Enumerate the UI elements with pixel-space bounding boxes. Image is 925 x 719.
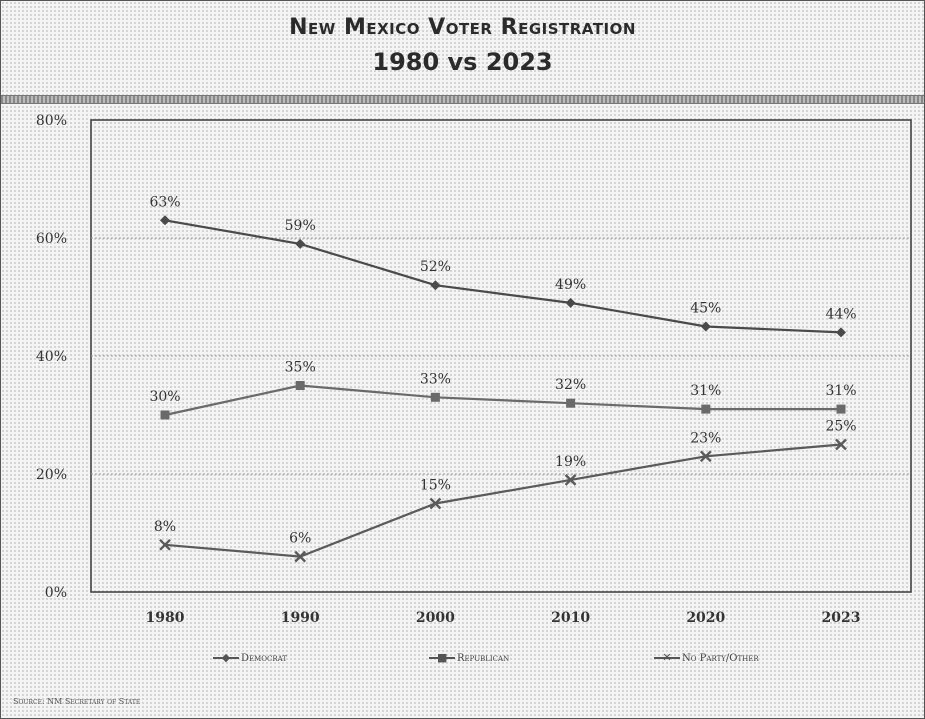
legend-swatch-no-party: ✕ xyxy=(654,652,680,664)
legend-item-democrat: ◆ Democrat xyxy=(213,652,287,664)
series-republican: 30% 35% 33% 32% 31% 31% xyxy=(149,360,857,420)
data-point xyxy=(430,392,440,402)
data-point xyxy=(701,404,711,414)
data-label: 31% xyxy=(825,383,856,399)
data-point xyxy=(294,550,307,563)
data-label: 49% xyxy=(555,277,586,293)
data-point xyxy=(429,497,442,510)
y-tick-label: 80% xyxy=(36,113,67,129)
data-label: 33% xyxy=(420,371,451,387)
legend: ◆ Democrat ■ Republican ✕ No Party/Other xyxy=(1,652,924,670)
legend-swatch-republican: ■ xyxy=(429,652,455,664)
y-tick-label: 60% xyxy=(36,231,67,247)
data-label: 23% xyxy=(690,430,721,446)
source-note: Source: NM Secretary of State xyxy=(13,697,141,706)
data-label: 32% xyxy=(555,377,586,393)
data-point xyxy=(836,327,846,338)
legend-swatch-democrat: ◆ xyxy=(213,652,239,664)
data-label: 35% xyxy=(285,360,316,376)
series-democrat: 63% 59% 52% 49% 45% 44% xyxy=(149,194,857,338)
data-point xyxy=(564,474,577,486)
series-line xyxy=(164,219,842,334)
data-label: 19% xyxy=(555,454,586,470)
data-point xyxy=(835,438,847,451)
data-label: 6% xyxy=(289,531,311,547)
series-no-party-other: 8% 6% 15% 19% 23% 25% xyxy=(154,419,857,563)
y-tick-label: 0% xyxy=(45,585,67,601)
y-tick-label: 20% xyxy=(36,467,67,483)
y-axis-ticks: 0% 20% 40% 60% 80% xyxy=(36,113,67,601)
data-label: 52% xyxy=(420,259,451,275)
chart-title: New Mexico Voter Registration 1980 vs 20… xyxy=(1,15,924,76)
data-label: 45% xyxy=(690,301,721,317)
data-label: 15% xyxy=(420,478,451,494)
data-point xyxy=(430,280,441,291)
data-point xyxy=(699,450,712,463)
x-tick-label: 2010 xyxy=(551,610,590,626)
x-axis-ticks: 1980 1990 2000 2010 2020 2023 xyxy=(146,610,861,626)
data-point xyxy=(160,410,170,420)
data-point xyxy=(160,215,170,226)
legend-item-no-party: ✕ No Party/Other xyxy=(654,652,759,664)
data-point xyxy=(566,398,576,408)
x-tick-label: 1980 xyxy=(146,610,185,626)
title-divider xyxy=(1,95,924,104)
gridlines xyxy=(91,237,911,475)
x-tick-label: 2023 xyxy=(822,610,861,626)
data-label: 8% xyxy=(154,519,176,535)
x-tick-label: 2020 xyxy=(686,610,725,626)
data-label: 30% xyxy=(149,389,180,405)
data-label: 31% xyxy=(690,383,721,399)
series-line xyxy=(164,384,841,417)
legend-item-republican: ■ Republican xyxy=(429,652,509,664)
data-point xyxy=(295,381,305,390)
data-point xyxy=(159,538,171,551)
title-line-2: 1980 vs 2023 xyxy=(372,48,553,76)
title-line-1: New Mexico Voter Registration xyxy=(289,15,636,40)
x-tick-label: 2000 xyxy=(416,610,455,626)
legend-label-democrat: Democrat xyxy=(241,652,288,664)
legend-label-republican: Republican xyxy=(457,652,510,664)
data-point xyxy=(700,321,711,332)
data-label: 59% xyxy=(285,218,316,234)
series-group: 63% 59% 52% 49% 45% 44% 30% 35% 33% 32% 31% 31% 8% 6%… xyxy=(149,194,857,563)
y-tick-label: 40% xyxy=(36,349,67,365)
legend-label-no-party: No Party/Other xyxy=(682,652,759,664)
data-point xyxy=(295,238,306,249)
data-label: 25% xyxy=(825,419,856,435)
series-line xyxy=(164,443,842,558)
data-point xyxy=(836,404,846,414)
data-label: 44% xyxy=(825,306,856,322)
x-tick-label: 1990 xyxy=(281,610,320,626)
data-label: 63% xyxy=(149,194,180,210)
data-point xyxy=(565,297,576,308)
